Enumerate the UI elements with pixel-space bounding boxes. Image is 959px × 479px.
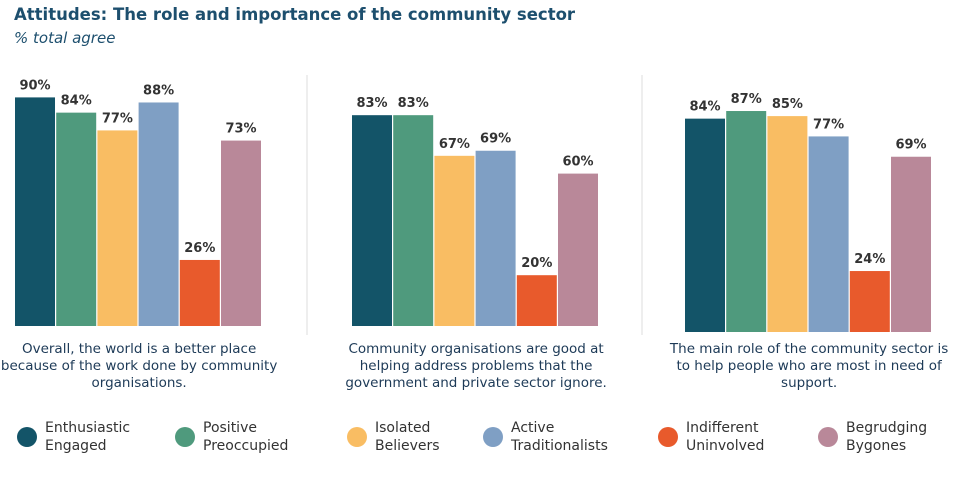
bar	[475, 150, 516, 326]
bar	[434, 155, 475, 326]
category-label: The main role of the community sector is…	[669, 341, 949, 391]
bar	[352, 115, 392, 327]
bar	[138, 102, 179, 326]
bar	[891, 156, 931, 332]
legend-label: Begrudging Bygones	[846, 420, 928, 454]
value-label: 20%	[521, 256, 552, 271]
legend-label: Indifferent Uninvolved	[686, 420, 765, 454]
bar	[516, 275, 557, 326]
category-label: Community organisations are good at help…	[345, 341, 607, 391]
chart-subtitle: % total agree	[14, 29, 116, 47]
value-label: 83%	[398, 96, 429, 111]
value-label: 67%	[439, 137, 470, 152]
bar	[179, 259, 220, 326]
value-label: 90%	[19, 78, 50, 93]
legend-swatch	[483, 427, 503, 447]
value-label: 77%	[813, 117, 844, 132]
value-label: 69%	[895, 138, 926, 153]
bar	[767, 116, 808, 332]
bar	[558, 173, 598, 326]
bar	[393, 115, 434, 327]
value-label: 69%	[480, 132, 511, 147]
category-label: Overall, the world is a better place bec…	[0, 341, 278, 391]
bar	[97, 130, 138, 326]
legend-label: Enthusiastic Engaged	[45, 420, 131, 454]
value-label: 83%	[356, 96, 387, 111]
bar	[808, 136, 849, 332]
legend-swatch	[175, 427, 195, 447]
chart-title: Attitudes: The role and importance of th…	[14, 5, 576, 24]
bar	[726, 111, 767, 333]
value-label: 87%	[731, 92, 762, 107]
value-label: 77%	[102, 111, 133, 126]
value-label: 24%	[854, 252, 885, 267]
legend-label: Positive Preoccupied	[203, 420, 289, 454]
bar	[221, 140, 261, 326]
bar	[15, 97, 55, 327]
value-label: 85%	[772, 97, 803, 112]
bar	[849, 271, 890, 332]
legend-swatch	[347, 427, 367, 447]
legend-swatch	[17, 427, 37, 447]
value-label: 60%	[562, 155, 593, 170]
bar	[685, 118, 725, 332]
value-label: 88%	[143, 83, 174, 98]
legend-label: Active Traditionalists	[511, 420, 608, 454]
value-label: 73%	[225, 122, 256, 137]
bar	[56, 112, 97, 326]
legend-swatch	[818, 427, 838, 447]
legend-swatch	[658, 427, 678, 447]
value-label: 84%	[689, 100, 720, 115]
legend-label: Isolated Believers	[375, 420, 440, 454]
value-label: 84%	[61, 94, 92, 109]
value-label: 26%	[184, 241, 215, 256]
